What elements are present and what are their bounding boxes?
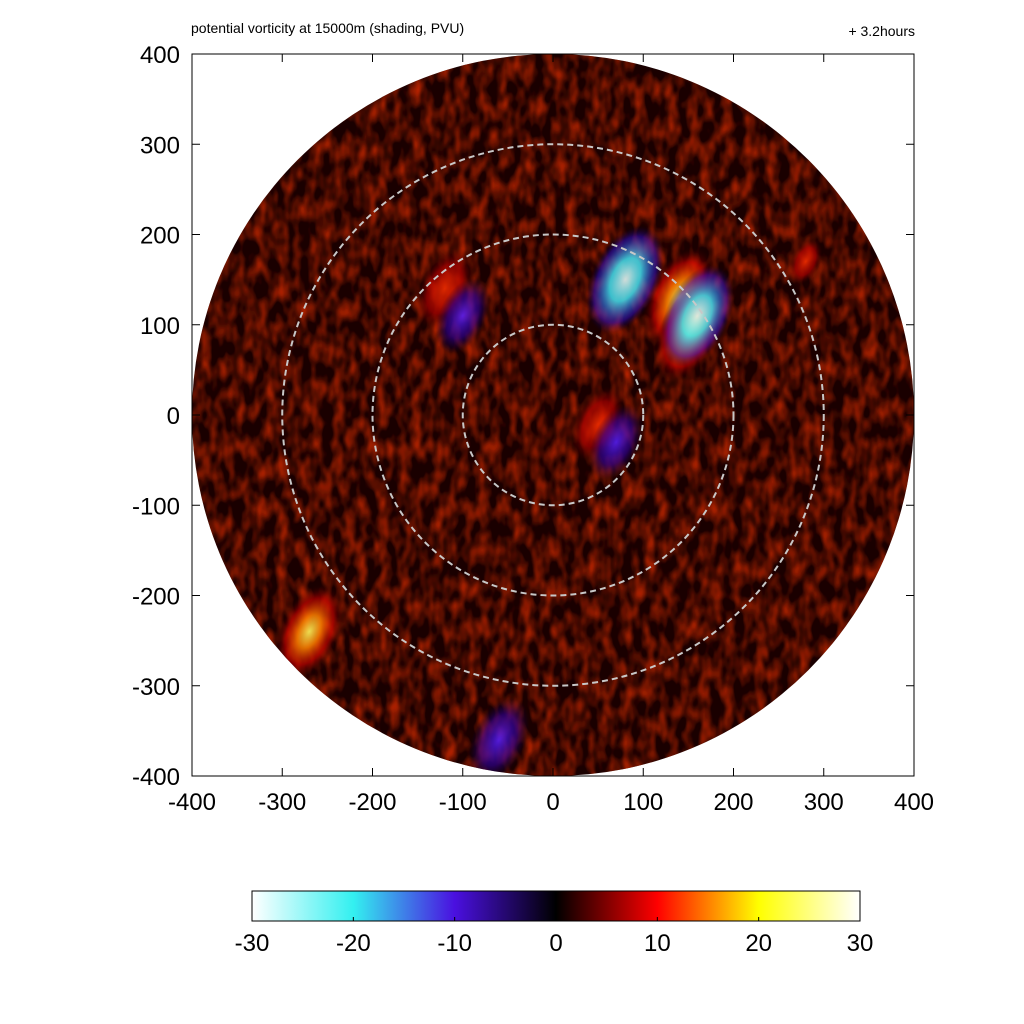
pv-feature [275, 583, 344, 680]
colorbar-tick-label: -10 [437, 930, 472, 957]
y-tick-label: -300 [132, 674, 180, 701]
colorbar-tick-label: 0 [549, 930, 562, 957]
colorbar-tick-label: 20 [745, 930, 772, 957]
pv-field [192, 54, 914, 776]
pv-feature [435, 277, 491, 354]
y-axis: 400 300 200 100 0 -100 -200 -300 -400 [132, 42, 914, 791]
colorbar-tick-label: 10 [644, 930, 671, 957]
y-tick-label: -400 [132, 764, 180, 791]
x-tick-label: -300 [258, 789, 306, 816]
reference-circles [281, 143, 825, 687]
colorbar: -30 -20 -10 0 10 20 30 [235, 890, 874, 957]
colorbar-tick-label: -20 [336, 930, 371, 957]
pv-feature [588, 404, 644, 480]
x-tick-label: -400 [168, 789, 216, 816]
x-tick-label: -100 [439, 789, 487, 816]
y-tick-label: -100 [132, 493, 180, 520]
y-tick-label: 100 [140, 313, 180, 340]
x-tick-label: 200 [713, 789, 753, 816]
x-tick-label: -200 [348, 789, 396, 816]
x-tick-label: 100 [623, 789, 663, 816]
chart-title: potential vorticity at 15000m (shading, … [191, 20, 464, 36]
reference-circle [371, 233, 735, 597]
y-tick-label: 400 [140, 42, 180, 69]
x-axis: -400 -300 -200 -100 0 100 200 300 400 [168, 54, 934, 816]
x-tick-label: 0 [546, 789, 559, 816]
y-tick-label: 300 [140, 132, 180, 159]
x-tick-label: 400 [894, 789, 934, 816]
reference-circle [461, 323, 645, 507]
reference-circle [281, 143, 825, 687]
pv-feature [586, 225, 665, 334]
y-tick-label: -200 [132, 584, 180, 611]
x-tick-label: 300 [804, 789, 844, 816]
colorbar-gradient [251, 890, 861, 922]
time-annotation: + 3.2hours [848, 23, 915, 39]
y-tick-label: 200 [140, 223, 180, 250]
pv-feature [788, 238, 823, 285]
colorbar-tick-label: 30 [847, 930, 874, 957]
colorbar-tick-label: -30 [235, 930, 270, 957]
pv-feature [660, 264, 735, 367]
y-tick-label: 0 [167, 403, 180, 430]
pv-feature [468, 697, 530, 776]
